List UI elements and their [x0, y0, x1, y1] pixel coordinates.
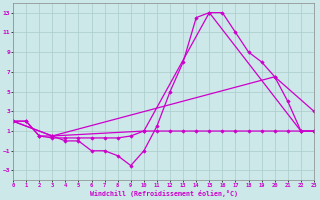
X-axis label: Windchill (Refroidissement éolien,°C): Windchill (Refroidissement éolien,°C)	[90, 190, 237, 197]
